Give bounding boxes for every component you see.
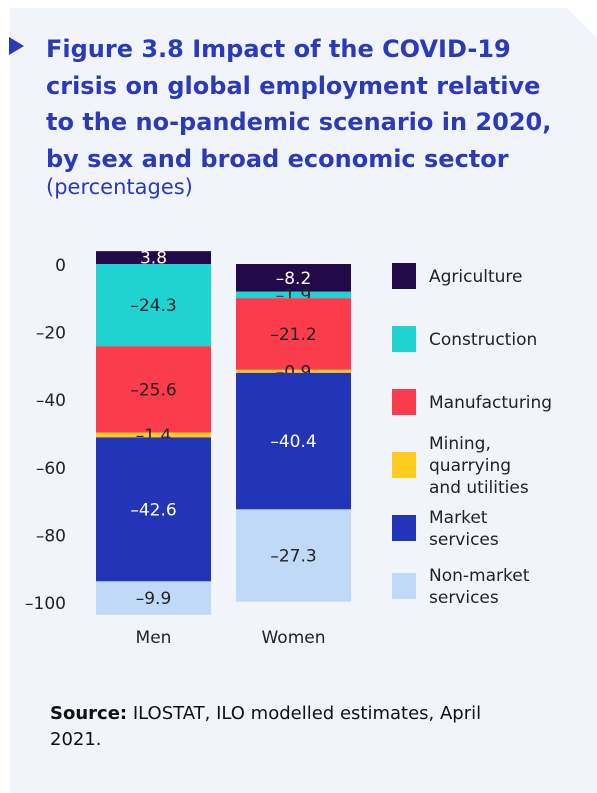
x-tick-label: Women xyxy=(261,628,325,648)
bar-segment xyxy=(236,291,351,299)
bar-segment xyxy=(236,372,351,510)
stacked-bar-chart: 0–20–40–60–80–1003.8–24.3–25.6–1.4–42.6–… xyxy=(25,249,552,648)
data-label: 3.8 xyxy=(140,249,167,269)
y-tick-label: –40 xyxy=(36,391,66,411)
data-label: –25.6 xyxy=(130,380,176,400)
source-label: Source: xyxy=(50,703,128,724)
data-label: –21.2 xyxy=(270,325,316,345)
bar-segment xyxy=(236,298,351,370)
x-tick-label: Men xyxy=(136,628,172,648)
bar-segment xyxy=(236,264,351,292)
data-label: –9.9 xyxy=(136,589,172,609)
legend-swatch xyxy=(392,263,416,289)
legend-swatch xyxy=(392,515,416,541)
figure-subtitle: (percentages) xyxy=(46,175,193,199)
bar-segment xyxy=(96,264,211,347)
figure-title: Figure 3.8 Impact of the COVID-19 crisis… xyxy=(46,35,552,173)
data-label: –27.3 xyxy=(270,547,316,567)
legend-label: Market services xyxy=(429,508,499,550)
y-tick-label: –100 xyxy=(25,594,66,614)
bar-segment xyxy=(96,581,211,615)
legend-swatch xyxy=(392,573,416,599)
bar-segment xyxy=(236,369,351,373)
bar-segment xyxy=(236,509,351,602)
legend-label: Non-market services xyxy=(429,566,530,608)
title-arrow-icon xyxy=(9,37,24,55)
legend-label: Agriculture xyxy=(429,267,523,287)
legend-label: Manufacturing xyxy=(429,393,552,413)
data-label: –42.6 xyxy=(130,500,176,520)
bar-segment xyxy=(96,437,211,582)
legend-swatch xyxy=(392,326,416,352)
data-label: –40.4 xyxy=(270,432,316,452)
legend-swatch xyxy=(392,389,416,415)
legend-swatch xyxy=(392,452,416,478)
bar-segment xyxy=(96,432,211,438)
y-tick-label: –20 xyxy=(36,324,66,344)
legend-label: Construction xyxy=(429,330,537,350)
data-label: –24.3 xyxy=(130,296,176,316)
y-tick-label: 0 xyxy=(55,256,66,276)
y-tick-label: –80 xyxy=(36,526,66,546)
bar-segment xyxy=(96,346,211,433)
data-label: –8.2 xyxy=(276,269,312,289)
source-text: ILOSTAT, ILO modelled estimates, April 2… xyxy=(50,703,482,750)
bar-segment xyxy=(96,251,211,264)
source-note: Source: ILOSTAT, ILO modelled estimates,… xyxy=(50,701,510,753)
legend-label: Mining, quarrying and utilities xyxy=(429,434,529,498)
y-tick-label: –60 xyxy=(36,459,66,479)
